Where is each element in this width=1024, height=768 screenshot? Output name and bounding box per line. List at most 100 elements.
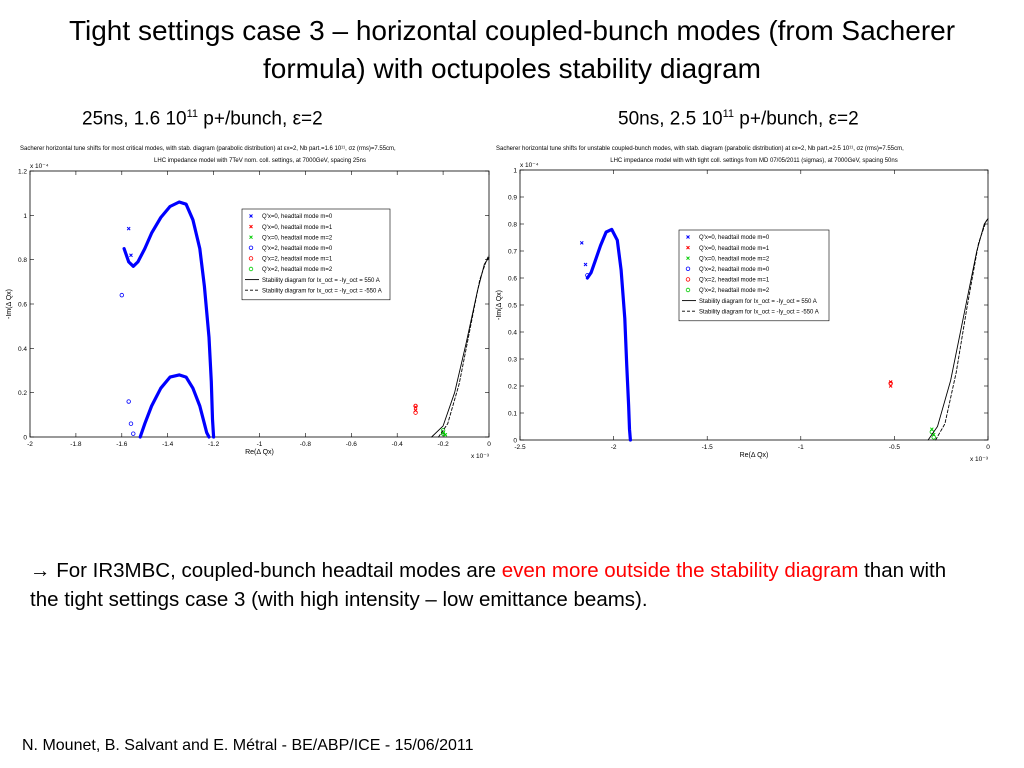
arrow-icon: → <box>30 559 51 582</box>
y-tick-label: 0.6 <box>508 276 517 283</box>
x-tick-label: -0.8 <box>300 441 312 448</box>
legend-marker <box>248 256 254 261</box>
data-point <box>583 262 588 267</box>
subtitle-text: p+/bunch, <box>734 108 829 130</box>
legend-label: Stability diagram for Ix_oct = -Iy_oct =… <box>699 299 817 305</box>
stability-curve <box>438 254 490 438</box>
x-tick-label: -0.6 <box>346 441 358 448</box>
x-exponent: x 10⁻³ <box>471 453 490 460</box>
legend-label: Q'x=0, headtail mode m=0 <box>699 235 770 241</box>
y-tick-label: 1.2 <box>18 169 27 176</box>
legend-label: Q'x=2, headtail mode m=2 <box>262 267 333 273</box>
data-point <box>131 431 136 436</box>
data-point <box>129 253 133 258</box>
legend-label: Q'x=2, headtail mode m=0 <box>699 267 770 273</box>
legend-label: Stability diagram for Ix_oct = -Iy_oct =… <box>262 288 382 294</box>
legend-marker <box>249 214 253 218</box>
data-point <box>443 432 448 437</box>
subtitle-exponent: 11 <box>722 108 735 120</box>
left-chart: Sacherer horizontal tune shifts for most… <box>6 146 491 460</box>
y-tick-label: 0.2 <box>508 384 517 391</box>
x-tick-label: -1.5 <box>702 444 714 451</box>
legend-box <box>241 208 391 301</box>
legend-label: Stability diagram for Ix_oct = -Iy_oct =… <box>262 278 380 284</box>
x-tick-label: -0.4 <box>392 441 404 448</box>
legend-marker <box>685 287 691 293</box>
epsilon-symbol: ε <box>292 108 302 130</box>
data-point <box>119 292 124 298</box>
mode-curve <box>585 227 632 442</box>
x-tick-label: -1 <box>798 444 804 451</box>
x-tick-label: -2.5 <box>514 444 526 451</box>
y-tick-label: 0 <box>513 438 517 445</box>
legend-label: Q'x=2, headtail mode m=1 <box>699 278 770 284</box>
chart-title: LHC impedance model with with tight coll… <box>610 158 897 164</box>
y-tick-label: 0.4 <box>18 346 27 353</box>
y-tick-label: 0.3 <box>508 357 517 364</box>
y-tick-label: 0.8 <box>508 222 517 229</box>
legend-label: Q'x=0, headtail mode m=0 <box>262 214 333 220</box>
x-tick-label: -1.4 <box>162 441 174 448</box>
slide-title: Tight settings case 3 – horizontal coupl… <box>68 15 956 84</box>
subtitle-exponent: 11 <box>186 108 199 120</box>
legend-label: Q'x=0, headtail mode m=1 <box>262 225 333 231</box>
y-tick-label: 0.8 <box>18 257 27 264</box>
data-point <box>413 403 418 409</box>
right-panel-subtitle: 50ns, 2.5 1011 p+/bunch, ε=2 <box>618 108 859 130</box>
legend-label: Stability diagram for Ix_oct = -Iy_oct =… <box>699 309 819 315</box>
subtitle-text: 50ns, 2.5 10 <box>618 108 723 130</box>
y-tick-label: 0.7 <box>508 249 517 256</box>
bullet-text: For IR3MBC, coupled-bunch headtail modes… <box>50 559 502 582</box>
data-point <box>579 241 584 245</box>
legend-marker <box>249 224 253 229</box>
left-panel-subtitle: 25ns, 1.6 1011 p+/bunch, ε=2 <box>82 108 323 130</box>
data-point <box>888 381 893 386</box>
y-tick-label: 0.6 <box>18 302 27 309</box>
legend-marker <box>685 266 691 271</box>
mode-curve <box>122 200 216 439</box>
chart-title: Sacherer horizontal tune shifts for unst… <box>496 146 904 152</box>
stability-curve <box>431 256 490 438</box>
legend-marker <box>685 277 691 282</box>
data-point <box>413 405 418 409</box>
legend-label: Q'x=2, headtail mode m=2 <box>699 288 770 294</box>
stability-curve <box>927 218 989 441</box>
y-tick-label: 0.4 <box>508 330 517 337</box>
data-point <box>126 399 131 404</box>
chart-title: LHC impedance model with 7TeV nom. coll.… <box>154 158 366 164</box>
footer-authors: N. Mounet, B. Salvant and E. Métral - BE… <box>22 737 474 754</box>
x-tick-label: -1.2 <box>208 441 220 448</box>
y-axis-label: -Im(Δ Qx) <box>6 289 13 319</box>
legend-label: Q'x=2, headtail mode m=0 <box>262 246 333 252</box>
y-tick-label: 0.9 <box>508 195 517 202</box>
subtitle-text: =2 <box>837 108 859 130</box>
subtitle-text: 25ns, 1.6 10 <box>82 108 187 130</box>
right-chart: Sacherer horizontal tune shifts for unst… <box>496 146 990 463</box>
x-tick-label: -0.5 <box>889 444 901 451</box>
y-tick-label: 1 <box>23 213 27 220</box>
data-point <box>440 431 446 436</box>
data-point <box>413 410 418 415</box>
x-tick-label: -2 <box>27 441 33 448</box>
y-axis-label: -Im(Δ Qx) <box>496 290 503 320</box>
chart-title: Sacherer horizontal tune shifts for most… <box>20 146 396 152</box>
y-tick-label: 0.2 <box>18 390 27 397</box>
x-tick-label: -0.2 <box>437 441 449 448</box>
bullet-highlight: even more outside the stability diagram <box>501 559 859 582</box>
legend-marker <box>249 235 253 240</box>
y-tick-label: 0 <box>23 435 27 442</box>
x-tick-label: -1 <box>257 441 263 448</box>
stability-curve <box>935 218 989 441</box>
x-axis-label: Re(Δ Qx) <box>245 449 274 456</box>
x-axis-label: Re(Δ Qx) <box>740 452 769 459</box>
x-tick-label: 0 <box>487 441 491 448</box>
legend-marker <box>686 235 690 239</box>
y-exponent: x 10⁻⁴ <box>520 162 539 169</box>
x-tick-label: 0 <box>986 444 990 451</box>
data-point <box>585 273 590 278</box>
y-tick-label: 1 <box>513 168 517 175</box>
y-exponent: x 10⁻⁴ <box>30 163 49 170</box>
y-tick-label: 0.1 <box>508 411 517 418</box>
data-point <box>931 435 936 440</box>
data-point <box>128 421 134 426</box>
